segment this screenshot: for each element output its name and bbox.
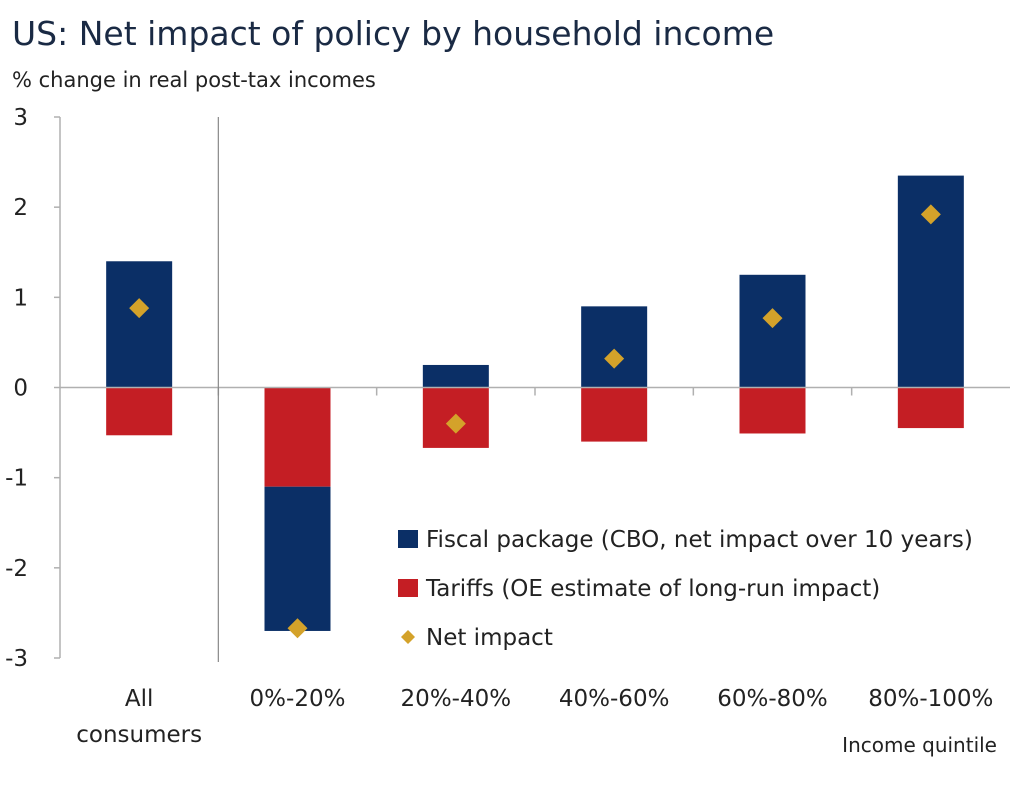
fiscal-bar bbox=[106, 261, 173, 388]
x-category-label: consumers bbox=[76, 722, 202, 748]
fiscal-bar bbox=[581, 306, 648, 388]
chart-title: US: Net impact of policy by household in… bbox=[12, 14, 775, 53]
y-tick-label: -3 bbox=[5, 646, 28, 672]
legend-swatch-fiscal bbox=[398, 530, 418, 548]
x-category-label: 0%-20% bbox=[250, 686, 346, 712]
y-tick-label: 2 bbox=[13, 195, 28, 221]
x-category-label: All bbox=[125, 686, 154, 712]
x-category-label: 20%-40% bbox=[401, 686, 512, 712]
chart-subtitle: % change in real post-tax incomes bbox=[12, 68, 376, 92]
legend-label-tariffs: Tariffs (OE estimate of long-run impact) bbox=[425, 576, 880, 602]
legend-swatch-net bbox=[401, 630, 415, 644]
net-impact-marker bbox=[920, 204, 941, 225]
net-impact-marker bbox=[129, 298, 150, 319]
y-tick-label: -1 bbox=[5, 466, 28, 492]
tariffs-bar bbox=[897, 387, 964, 429]
fiscal-bar bbox=[422, 364, 489, 388]
legend-label-net: Net impact bbox=[426, 625, 553, 651]
tariffs-bar bbox=[106, 387, 173, 436]
y-tick-label: 3 bbox=[13, 105, 28, 131]
net-impact-marker bbox=[762, 308, 783, 329]
x-category-label: 60%-80% bbox=[717, 686, 828, 712]
net-impact-marker bbox=[287, 618, 308, 639]
net-impact-marker bbox=[604, 348, 625, 369]
fiscal-bar bbox=[739, 274, 806, 388]
tariffs-bar bbox=[264, 387, 331, 487]
x-category-label: 80%-100% bbox=[868, 686, 993, 712]
legend-label-fiscal: Fiscal package (CBO, net impact over 10 … bbox=[426, 527, 973, 553]
tariffs-bar bbox=[581, 387, 648, 442]
y-tick-label: 0 bbox=[13, 376, 28, 402]
tariffs-bar bbox=[739, 387, 806, 434]
x-axis-title: Income quintile bbox=[842, 733, 997, 757]
net-impact-marker bbox=[445, 413, 466, 434]
x-category-label: 40%-60% bbox=[559, 686, 670, 712]
fiscal-bar bbox=[264, 486, 331, 631]
legend-swatch-tariffs bbox=[398, 579, 418, 597]
y-tick-label: -2 bbox=[5, 556, 28, 582]
y-tick-label: 1 bbox=[13, 285, 28, 311]
